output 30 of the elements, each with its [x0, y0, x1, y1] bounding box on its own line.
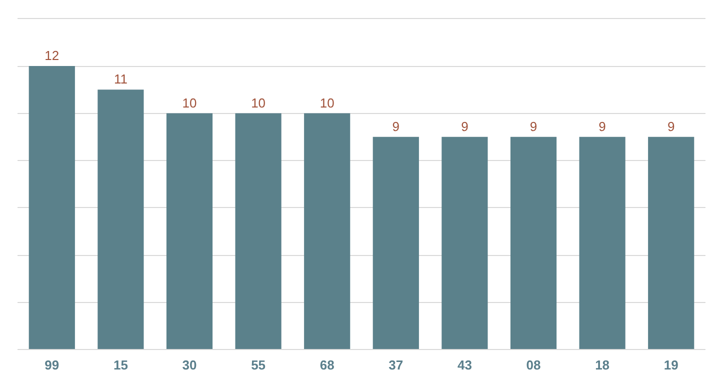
- data-label: 10: [182, 95, 197, 110]
- data-label: 9: [530, 118, 538, 134]
- bar: [304, 113, 350, 350]
- bar: [98, 90, 144, 350]
- x-tick-label: 08: [526, 358, 541, 372]
- bar: [648, 136, 694, 350]
- x-tick-label: 43: [457, 358, 472, 372]
- x-tick-label: 18: [595, 358, 610, 372]
- bar: [28, 66, 75, 350]
- x-tick-label: 55: [251, 358, 266, 372]
- x-tick-label: 37: [388, 358, 404, 372]
- data-label: 10: [320, 95, 334, 110]
- bar: [510, 136, 557, 350]
- data-label: 11: [114, 72, 128, 87]
- data-label: 9: [667, 118, 675, 134]
- bar: [442, 136, 488, 350]
- x-tick-label: 99: [44, 358, 60, 372]
- x-tick-label: 30: [182, 358, 197, 372]
- data-label: 9: [392, 118, 400, 134]
- data-label: 9: [598, 118, 606, 134]
- data-label: 10: [251, 95, 266, 110]
- bar: [372, 136, 419, 350]
- x-tick-label: 68: [320, 358, 334, 372]
- x-tick-label: 15: [113, 358, 128, 372]
- data-label: 12: [44, 48, 60, 64]
- data-label: 9: [461, 118, 468, 134]
- bar: [579, 136, 626, 350]
- x-tick-label: 19: [664, 358, 678, 372]
- bar: [166, 113, 213, 350]
- bar: [235, 113, 282, 350]
